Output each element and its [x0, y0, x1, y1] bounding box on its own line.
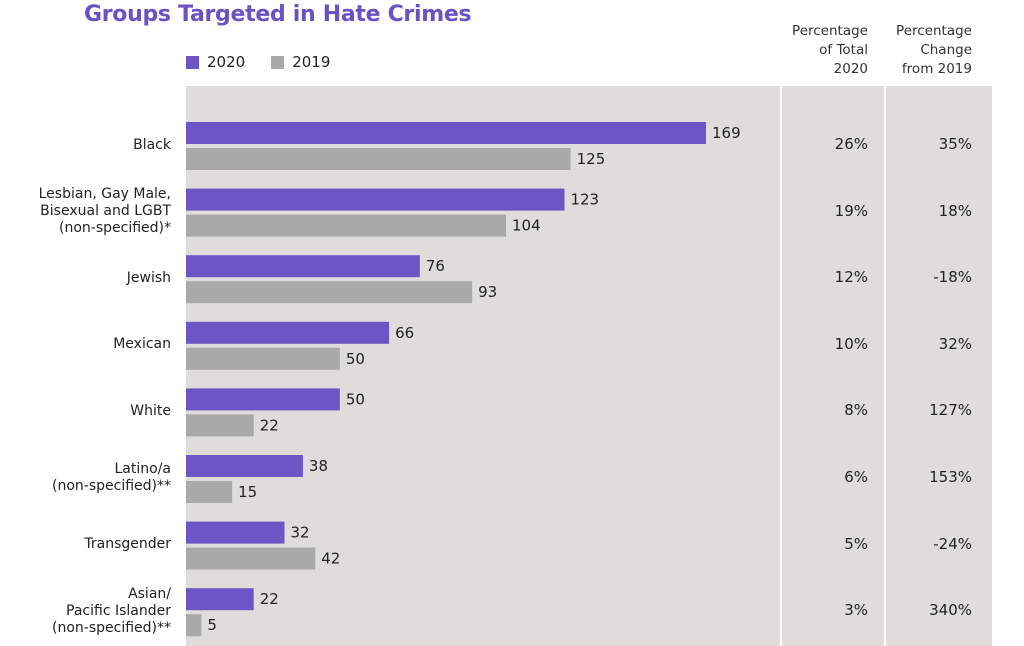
bar-2020-lesbian-gay-male-bisexual-and-lgbt-non-specified: [186, 188, 565, 211]
category-label-line: Jewish: [126, 269, 171, 286]
bar-2019-asian-pacific-islander-non-specified: [186, 614, 202, 637]
column-header-percentage-change: Percentage Change from 2019: [868, 22, 972, 79]
data-label-2019-jewish: 93: [478, 283, 497, 301]
pct-change-latino-a-non-specified: 153%: [929, 468, 972, 486]
pct-of-total-black: 26%: [834, 135, 868, 153]
pct-of-total-latino-a-non-specified: 6%: [844, 468, 868, 486]
data-label-2019-white: 22: [260, 416, 279, 434]
bar-2019-lesbian-gay-male-bisexual-and-lgbt-non-specified: [186, 214, 506, 237]
category-label-line: Pacific Islander: [66, 602, 171, 619]
legend-label-2020: 2020: [207, 53, 246, 71]
data-label-2020-lesbian-gay-male-bisexual-and-lgbt-non-specified: 123: [570, 191, 599, 209]
data-label-2020-jewish: 76: [426, 257, 445, 275]
pct-of-total-mexican: 10%: [834, 334, 868, 353]
bar-2020-asian-pacific-islander-non-specified: [186, 588, 254, 611]
category-label-latino-a-non-specified: Latino/a (non-specified)**: [52, 461, 171, 495]
column-header-line: Change: [920, 42, 972, 58]
bar-2020-latino-a-non-specified: [186, 455, 303, 477]
column-header-line: Percentage: [896, 23, 972, 39]
category-label-line: White: [130, 402, 171, 419]
bar-2020-transgender: [186, 521, 285, 544]
data-label-2019-black: 125: [577, 150, 606, 168]
data-label-2020-black: 169: [712, 124, 741, 142]
column-header-line: of Total: [819, 42, 868, 58]
bar-2019-white: [186, 414, 254, 437]
category-label-jewish: Jewish: [127, 270, 171, 287]
bar-2020-mexican: [186, 321, 390, 344]
pct-change-asian-pacific-islander-non-specified: 340%: [929, 601, 972, 620]
category-label-line: Black: [133, 136, 171, 153]
category-label-line: (non-specified)**: [52, 478, 171, 494]
column-header-line: Percentage: [792, 23, 868, 39]
data-label-2020-mexican: 66: [395, 324, 414, 342]
legend-item-2019: 2019: [271, 53, 330, 71]
category-label-line: Asian/: [128, 585, 171, 602]
category-label-line: Bisexual and LGBT: [40, 203, 171, 220]
category-label-line: Transgender: [84, 536, 171, 553]
legend-item-2020: 2020: [186, 53, 245, 71]
category-label-black: Black: [133, 137, 171, 154]
pct-of-total-asian-pacific-islander-non-specified: 3%: [844, 601, 868, 620]
data-label-2020-white: 50: [346, 390, 365, 408]
category-label-line: (non-specified)**: [52, 619, 171, 636]
pct-change-mexican: 32%: [938, 334, 972, 353]
pct-of-total-jewish: 12%: [834, 268, 868, 287]
pct-change-white: 127%: [929, 401, 972, 420]
column-header-percentage-of-total: Percentage of Total 2020: [760, 22, 868, 79]
legend: 2020 2019: [186, 52, 356, 72]
category-label-asian-pacific-islander-non-specified: Asian/Pacific Islander (non-specified)**: [52, 586, 171, 637]
data-label-2019-mexican: 50: [346, 350, 365, 368]
column-header-line: 2020: [833, 61, 868, 77]
bar-2019-black: [186, 148, 571, 170]
bar-2020-black: [186, 122, 706, 144]
pct-of-total-lesbian-gay-male-bisexual-and-lgbt-non-specified: 19%: [834, 201, 868, 220]
legend-swatch-2019: [271, 55, 285, 69]
data-label-2020-latino-a-non-specified: 38: [309, 457, 328, 475]
column-divider: [884, 86, 886, 646]
data-label-2019-asian-pacific-islander-non-specified: 5: [207, 616, 217, 634]
data-label-2019-transgender: 42: [321, 550, 340, 568]
column-header-line: from 2019: [901, 61, 972, 77]
category-label-white: White: [130, 403, 171, 420]
column-divider: [780, 86, 782, 646]
data-label-2020-transgender: 32: [290, 524, 309, 542]
data-label-2020-asian-pacific-islander-non-specified: 22: [260, 590, 279, 608]
bar-2019-latino-a-non-specified: [186, 481, 233, 503]
pct-change-transgender: -24%: [933, 534, 972, 553]
bar-2019-transgender: [186, 547, 316, 570]
pct-of-total-transgender: 5%: [844, 534, 868, 553]
bar-2019-jewish: [186, 281, 473, 304]
pct-change-black: 35%: [938, 135, 972, 153]
pct-change-jewish: -18%: [933, 268, 972, 287]
pct-change-lesbian-gay-male-bisexual-and-lgbt-non-specified: 18%: [938, 201, 972, 220]
category-label-line: Latino/a: [114, 461, 172, 477]
category-label-mexican: Mexican: [113, 336, 171, 353]
category-label-lesbian-gay-male-bisexual-and-lgbt-non-specified: Lesbian, Gay Male, Bisexual and LGBT (non-…: [39, 186, 171, 237]
chart-title: Groups Targeted in Hate Crimes: [84, 2, 472, 27]
bar-2020-white: [186, 388, 340, 411]
category-label-line: (non-specified)*: [59, 220, 171, 237]
pct-of-total-white: 8%: [844, 401, 868, 420]
category-label-transgender: Transgender: [84, 536, 171, 553]
category-label-line: Lesbian, Gay Male,: [38, 186, 171, 203]
data-label-2019-latino-a-non-specified: 15: [238, 483, 257, 501]
data-label-2019-lesbian-gay-male-bisexual-and-lgbt-non-specified: 104: [512, 217, 541, 235]
legend-label-2019: 2019: [292, 53, 331, 71]
legend-swatch-2020: [186, 55, 199, 69]
bar-2019-mexican: [186, 347, 340, 370]
category-label-line: Mexican: [113, 336, 171, 353]
bar-2020-jewish: [186, 255, 420, 278]
